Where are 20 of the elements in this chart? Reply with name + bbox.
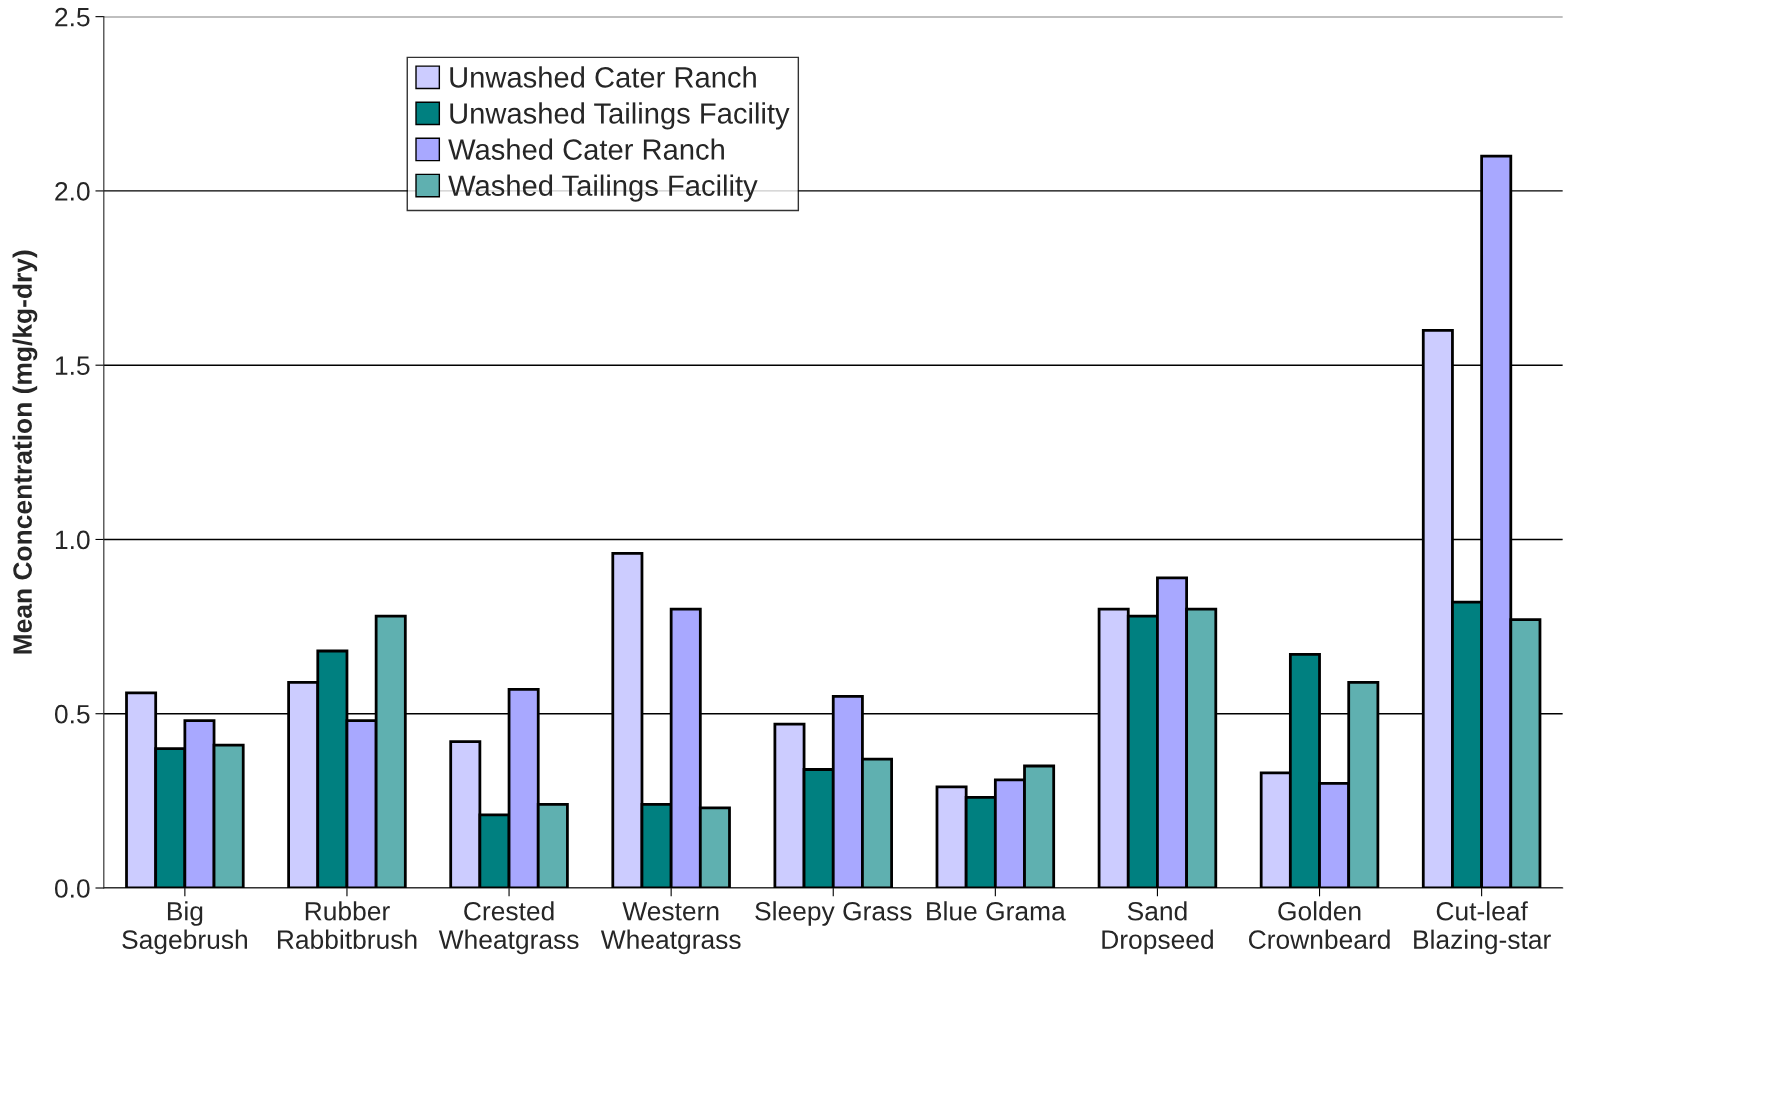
legend-label: Washed Cater Ranch: [448, 138, 724, 160]
legend-label: Unwashed Tailings Facility: [450, 102, 790, 130]
x-tick-label: Sand Dropseed: [1102, 901, 1213, 955]
y-tick-label: 2.5: [55, 7, 90, 27]
x-tick-label: Golden Crownbeard: [1249, 901, 1390, 949]
x-tick-label: Western Wheatgrass: [600, 902, 741, 955]
y-axis-title: Mean Concentration (mg/kg-dry): [12, 250, 38, 654]
legend-label: Unwashed Cater Ranch: [450, 66, 756, 88]
x-tick-label: Cut-leaf Blazing-star: [1414, 901, 1551, 955]
x-tick-label: Big Sagebrush: [122, 901, 247, 955]
y-tick-label: 2.0: [55, 182, 90, 201]
y-tick-label: 1.5: [55, 356, 90, 376]
x-tick-label: Rubber Rabbitbrush: [277, 901, 417, 949]
x-tick-label: Crested Wheatgrass: [438, 901, 579, 955]
x-tick-label: Blue Grama: [927, 901, 1066, 921]
y-tick-label: 0.5: [54, 704, 90, 724]
y-tick-label: 1.0: [55, 530, 90, 550]
y-tick-label: 0.0: [54, 879, 90, 898]
legend-label: Washed Tailings Facility: [448, 174, 758, 202]
x-tick-label: Sleepy Grass: [755, 901, 912, 926]
